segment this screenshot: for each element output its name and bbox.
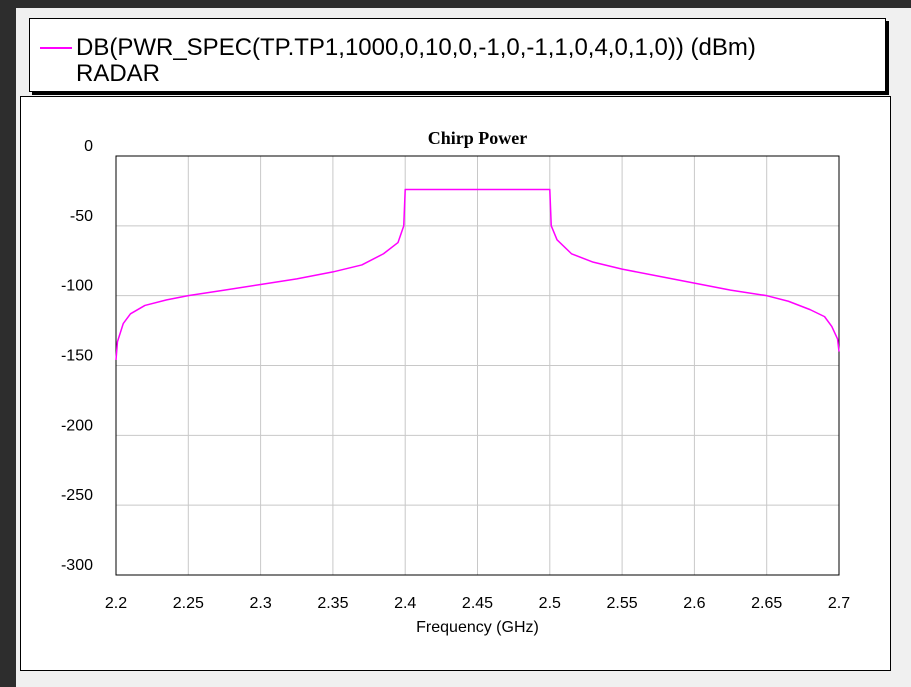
y-tick-label: -100 (61, 278, 93, 295)
x-tick-label: 2.4 (394, 595, 416, 612)
x-tick-label: 2.35 (317, 595, 348, 612)
x-tick-label: 2.6 (683, 595, 705, 612)
plot-frame[interactable]: 2.2 2.25 2.3 2.35 2.4 2.45 2.5 2.55 2.6 2.65 2.7 0 -… (20, 96, 891, 671)
x-tick-label: 2.2 (105, 595, 127, 612)
chirp-power-chart[interactable]: 2.2 2.25 2.3 2.35 2.4 2.45 2.5 2.55 2.6 2.65 2.7 0 -… (21, 97, 890, 670)
legend-entry-sublabel: RADAR (76, 60, 161, 87)
legend-box[interactable]: DB(PWR_SPEC(TP.TP1,1000,0,10,0,-1,0,-1,1… (29, 18, 886, 92)
x-tick-label: 2.55 (607, 595, 638, 612)
plot-area-border (115, 155, 840, 576)
x-tick-label: 2.3 (249, 595, 271, 612)
legend-line-swatch (40, 47, 72, 49)
y-tick-label: -250 (61, 487, 93, 504)
x-axis-label: Frequency (GHz) (416, 619, 539, 636)
chart-title: Chirp Power (428, 128, 527, 148)
x-tick-label: 2.45 (462, 595, 493, 612)
series-line-radar (115, 188, 840, 360)
legend-entry-label: DB(PWR_SPEC(TP.TP1,1000,0,10,0,-1,0,-1,1… (76, 34, 756, 61)
y-tick-label: -150 (61, 348, 93, 365)
y-tick-label: -200 (61, 417, 93, 434)
y-tick-label: -300 (61, 557, 93, 574)
x-tick-label: 2.7 (828, 595, 850, 612)
y-tick-label: -50 (70, 208, 93, 225)
x-tick-label: 2.65 (751, 595, 782, 612)
x-tick-label: 2.25 (173, 595, 204, 612)
graph-window: DB(PWR_SPEC(TP.TP1,1000,0,10,0,-1,0,-1,1… (16, 8, 911, 687)
y-tick-label: 0 (84, 138, 93, 155)
x-tick-label: 2.5 (539, 595, 561, 612)
